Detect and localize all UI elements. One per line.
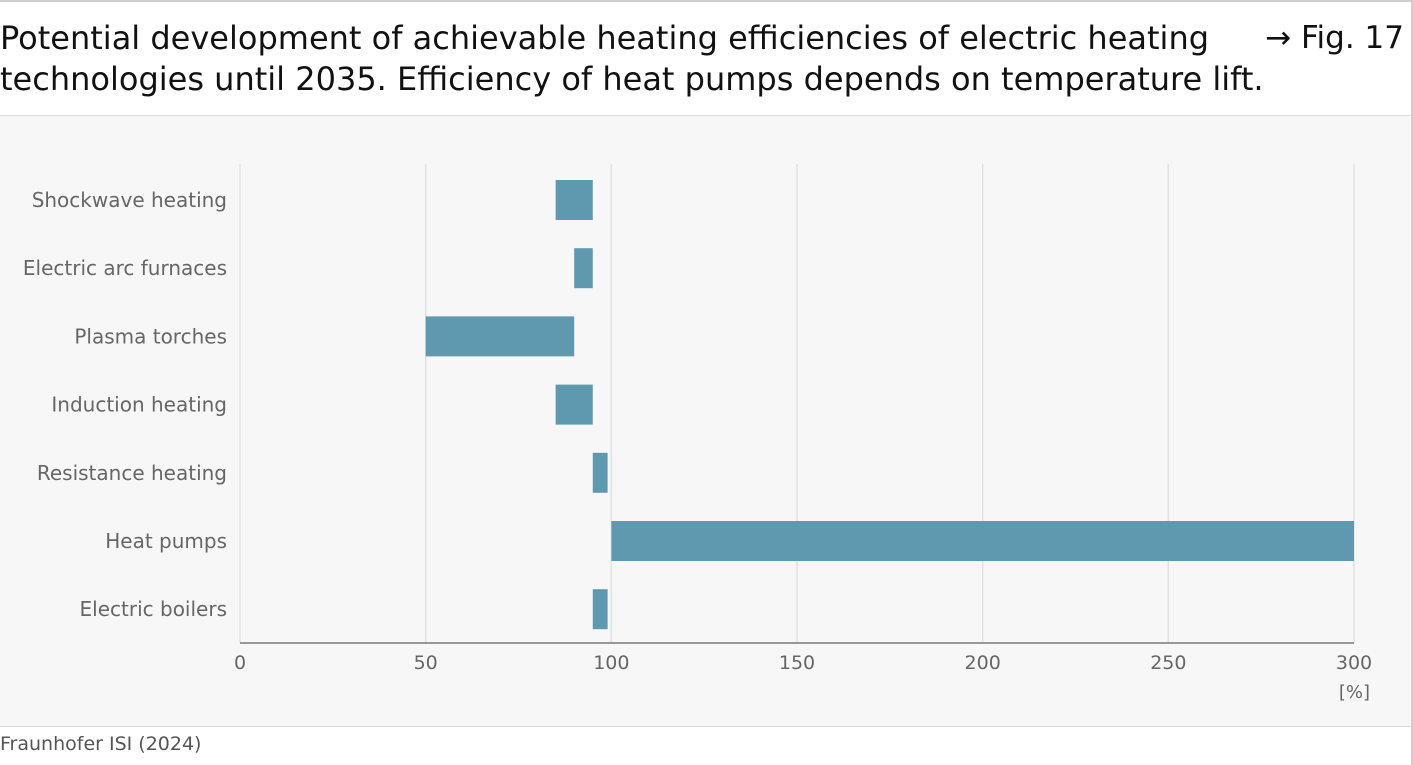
figure-reference: → Fig. 17 <box>1265 20 1404 56</box>
x-tick-label-0: 0 <box>234 652 246 674</box>
category-label-electric-arc-furnaces: Electric arc furnaces <box>23 256 227 280</box>
x-tick-label-50: 50 <box>414 652 438 674</box>
source-note: Fraunhofer ISI (2024) <box>0 733 202 755</box>
bar-induction-heating <box>555 384 593 425</box>
x-tick-label-200: 200 <box>965 652 1001 674</box>
category-label-plasma-torches: Plasma torches <box>74 324 227 348</box>
chart-area: Shockwave heating Electric arc furnaces Pl… <box>0 115 1411 727</box>
bar-heat-pumps <box>611 521 1354 561</box>
chart-title: Potential development of achievable heat… <box>0 18 1264 100</box>
category-label-electric-boilers: Electric boilers <box>80 597 227 621</box>
bar-resistance-heating <box>592 452 608 493</box>
category-label-resistance-heating: Resistance heating <box>37 461 227 485</box>
x-tick-label-100: 100 <box>593 652 629 674</box>
category-label-shockwave-heating: Shockwave heating <box>32 188 227 212</box>
header: Potential development of achievable heat… <box>0 14 1410 114</box>
category-label-heat-pumps: Heat pumps <box>105 529 227 553</box>
x-axis-unit-label: [%] <box>1339 682 1370 703</box>
bar-electric-arc-furnaces <box>574 248 593 289</box>
bar-electric-boilers <box>592 589 608 630</box>
top-rule <box>0 0 1413 2</box>
x-tick-label-250: 250 <box>1150 652 1186 674</box>
x-tick-label-300: 300 <box>1336 652 1372 674</box>
bar-shockwave-heating <box>555 180 593 220</box>
bar-plasma-torches <box>425 316 575 357</box>
right-rule <box>1411 0 1413 765</box>
title-line-2: technologies until 2035. Efficiency of h… <box>0 60 1264 98</box>
title-line-1: Potential development of achievable heat… <box>0 19 1210 57</box>
category-label-induction-heating: Induction heating <box>51 393 227 417</box>
bar-chart: Shockwave heating Electric arc furnaces Pl… <box>23 164 1372 703</box>
x-tick-label-150: 150 <box>779 652 815 674</box>
